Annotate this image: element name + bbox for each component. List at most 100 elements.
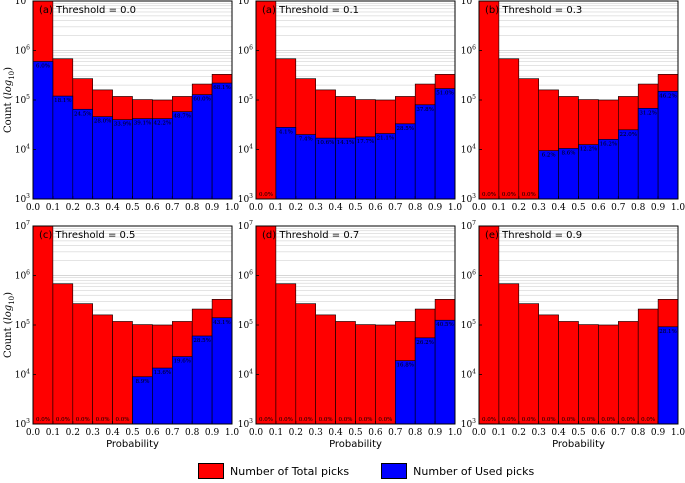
bar-total <box>295 303 316 425</box>
bar-total <box>72 303 94 425</box>
y-tick-exponent: 3 <box>26 193 30 200</box>
x-tick-label: 0.7 <box>165 428 180 438</box>
y-tick-exponent: 7 <box>26 0 30 2</box>
y-tick-exponent: 3 <box>472 418 476 425</box>
y-axis-label-text: Count ( <box>3 95 14 133</box>
bar-used <box>434 88 456 200</box>
x-tick-label: 0.7 <box>611 428 626 438</box>
bar-percent-label: 31.2% <box>639 110 656 116</box>
x-tick-label: 1.0 <box>671 428 685 438</box>
panel-title: (c) Threshold = 0.5 <box>39 230 135 241</box>
bar-percent-label: 0.0% <box>482 417 496 423</box>
bar-used <box>112 119 133 200</box>
bar-percent-label: 0.0% <box>36 417 50 423</box>
bar-percent-label: 0.0% <box>76 417 90 423</box>
bar-percent-label: 22.0% <box>620 132 637 138</box>
panel-title: (a) Threshold = 0.1 <box>262 5 359 16</box>
x-tick-label: 0.7 <box>165 203 180 213</box>
bar-used <box>295 134 316 200</box>
bar-percent-label: 6.2% <box>542 153 556 159</box>
bar-used <box>172 111 193 200</box>
x-tick-label: 0.1 <box>46 203 60 213</box>
x-tick-label: 0.0 <box>472 203 487 213</box>
y-tick-label: 104 <box>461 369 476 381</box>
legend-item-total: Number of Total picks <box>198 463 349 479</box>
x-axis-label: Probability <box>552 439 605 450</box>
bar-percent-label: 28.0% <box>94 119 111 125</box>
y-tick-label: 105 <box>15 319 30 331</box>
x-tick-label: 0.0 <box>26 203 41 213</box>
legend-swatch-total <box>198 463 224 479</box>
bar-percent-label: 68.1% <box>213 85 230 91</box>
y-tick-exponent: 3 <box>26 418 30 425</box>
bar-total <box>617 321 639 425</box>
legend-label-total: Number of Total picks <box>230 464 350 478</box>
y-tick-exponent: 6 <box>26 270 30 277</box>
x-tick-label: 0.7 <box>388 428 403 438</box>
x-tick-label: 0.5 <box>571 203 586 213</box>
bar-used <box>637 107 659 200</box>
bar-percent-label: 0.0% <box>339 417 353 423</box>
x-tick-label: 1.0 <box>225 428 240 438</box>
y-tick-exponent: 6 <box>249 45 253 52</box>
x-tick-label: 0.1 <box>46 428 60 438</box>
x-tick-label: 0.2 <box>512 428 526 438</box>
y-tick-label: 104 <box>238 369 253 381</box>
y-axis-label-base: 10 <box>8 71 16 80</box>
bar-total <box>275 283 297 425</box>
x-tick-label: 1.0 <box>225 203 240 213</box>
x-tick-label: 0.7 <box>611 203 626 213</box>
bar-percent-label: 0.0% <box>621 417 635 423</box>
x-tick-label: 0.2 <box>289 203 303 213</box>
y-tick-label: 107 <box>238 0 253 7</box>
bar-total <box>112 321 133 425</box>
x-tick-label: 0.6 <box>145 203 160 213</box>
bar-percent-label: 12.2% <box>580 147 597 153</box>
bar-percent-label: 16.2% <box>600 141 617 147</box>
y-tick-exponent: 4 <box>249 369 253 376</box>
x-tick-label: 0.4 <box>551 428 566 438</box>
x-tick-label: 0.5 <box>125 203 140 213</box>
y-tick-label: 107 <box>15 0 30 7</box>
y-tick-exponent: 6 <box>472 45 476 52</box>
y-tick-label: 107 <box>238 220 253 232</box>
bar-used <box>191 94 213 200</box>
bar-percent-label: 8.9% <box>135 379 149 385</box>
bar-used <box>191 335 213 425</box>
y-tick-exponent: 6 <box>26 45 30 52</box>
bar-percent-label: 37.8% <box>416 107 433 113</box>
x-tick-label: 0.3 <box>532 203 547 213</box>
y-tick-exponent: 7 <box>249 0 253 2</box>
x-tick-label: 0.5 <box>571 428 586 438</box>
bar-percent-label: 4.1% <box>279 129 293 135</box>
bar-used <box>414 104 436 200</box>
x-tick-label: 0.5 <box>348 203 363 213</box>
y-tick-exponent: 3 <box>472 193 476 200</box>
x-tick-label: 0.7 <box>388 203 403 213</box>
bar-used <box>315 137 336 200</box>
bar-used <box>132 118 153 200</box>
bar-percent-label: 7.4% <box>299 137 313 143</box>
x-tick-label: 0.9 <box>651 203 666 213</box>
x-tick-label: 0.2 <box>512 203 526 213</box>
panel-title: (d) Threshold = 0.7 <box>262 230 359 241</box>
bar-percent-label: 16.8% <box>397 363 414 369</box>
y-tick-exponent: 5 <box>249 94 253 101</box>
bar-total <box>92 314 113 425</box>
bar-total <box>355 324 376 425</box>
bar-percent-label: 0.0% <box>522 192 536 198</box>
bar-total <box>315 314 336 425</box>
y-tick-exponent: 6 <box>472 270 476 277</box>
x-tick-label: 0.9 <box>428 428 443 438</box>
bar-percent-label: 43.1% <box>213 320 230 326</box>
y-tick-exponent: 5 <box>26 94 30 101</box>
bar-used <box>598 139 619 200</box>
x-tick-label: 0.9 <box>428 203 443 213</box>
bar-percent-label: 18.1% <box>54 98 71 104</box>
bar-used <box>434 319 456 425</box>
y-tick-label: 107 <box>15 220 30 232</box>
y-tick-label: 105 <box>15 94 30 106</box>
bar-total <box>518 78 539 200</box>
x-tick-label: 0.2 <box>289 428 303 438</box>
bar-percent-label: 0.0% <box>522 417 536 423</box>
